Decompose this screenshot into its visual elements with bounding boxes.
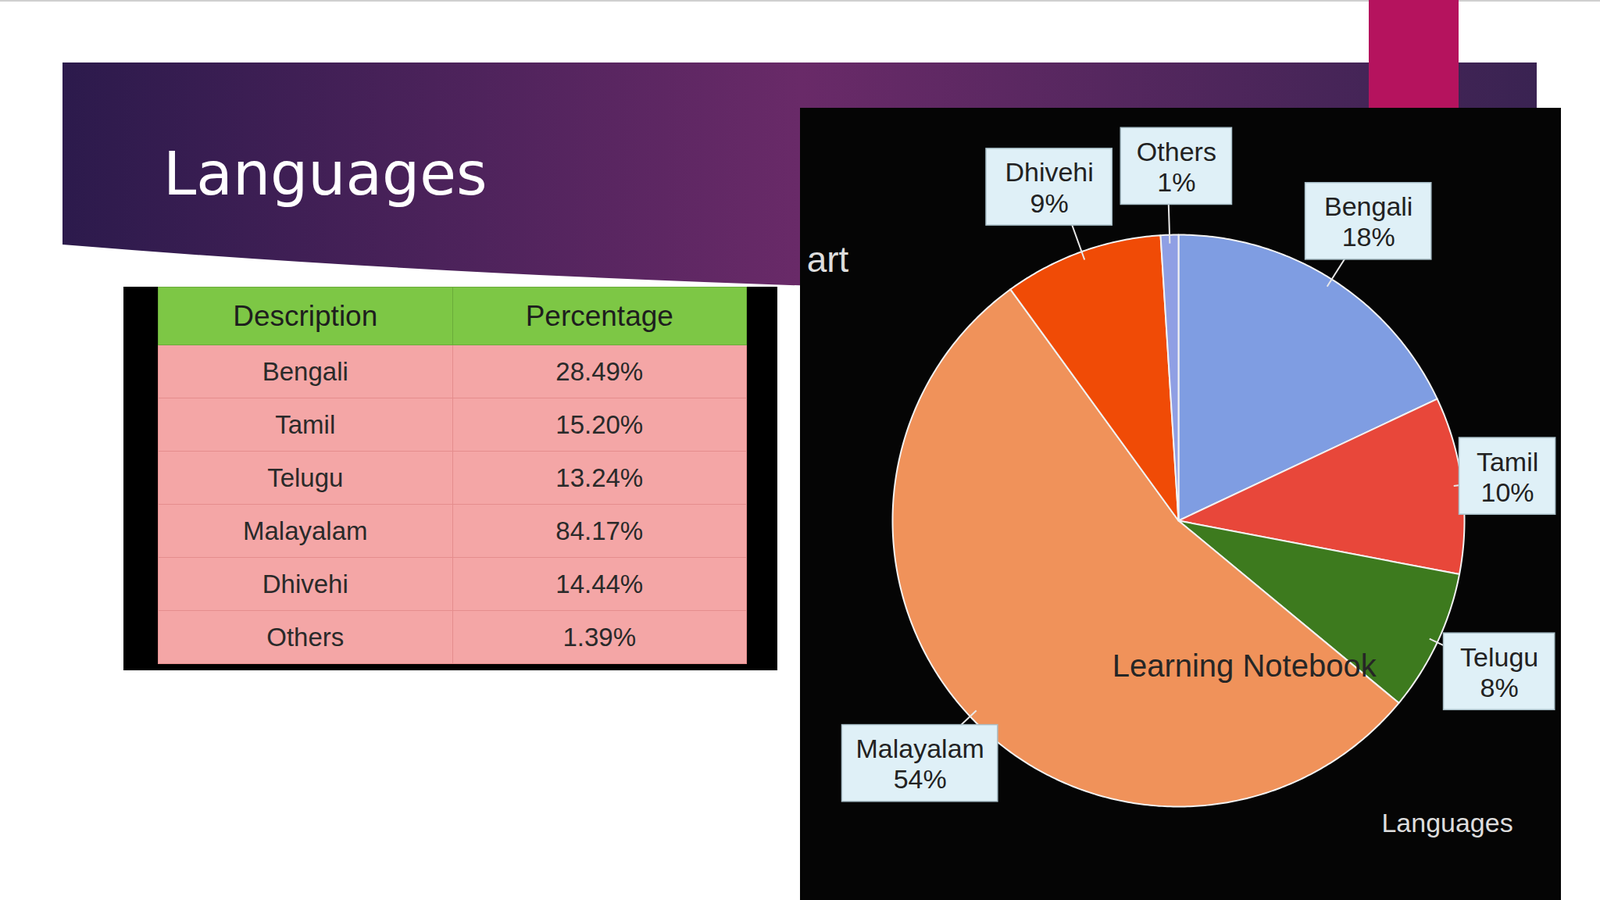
html-text:15.20%: 15.20% (555, 409, 644, 439)
svg-text:Malayalam54%: Malayalam54% (855, 733, 984, 794)
svg-text:Bengali18%: Bengali18% (1324, 191, 1413, 252)
html-text:Telugu: Telugu (267, 462, 344, 492)
svg-text:Dhivehi9%: Dhivehi9% (1004, 157, 1093, 218)
html-text:14.44%: 14.44% (555, 569, 644, 599)
svg-text:Tamil10%: Tamil10% (1476, 446, 1539, 508)
html-text:Tamil: Tamil (275, 409, 336, 439)
html-text:Others: Others (266, 622, 344, 652)
html-text:Bengali: Bengali (262, 356, 349, 386)
svg-text:Others1%: Others1% (1136, 136, 1217, 197)
svg-text:Languages: Languages (1381, 807, 1513, 838)
svg-text:Telugu8%: Telugu8% (1460, 642, 1539, 703)
html-text:1.39%: 1.39% (562, 622, 636, 652)
svg-text:art: art (807, 239, 850, 280)
html-text:Dhivehi: Dhivehi (262, 569, 349, 599)
html-text:84.17%: 84.17% (555, 516, 644, 545)
html-text:Malayalam: Malayalam (242, 516, 368, 545)
html-text:13.24%: 13.24% (555, 462, 644, 492)
html-text:Percentage: Percentage (525, 299, 674, 332)
html-text:Languages: Languages (163, 139, 488, 209)
html-text:28.49%: 28.49% (555, 356, 644, 386)
html-text:Description: Description (232, 299, 378, 332)
svg-text:Learning Notebook: Learning Notebook (1112, 648, 1378, 683)
